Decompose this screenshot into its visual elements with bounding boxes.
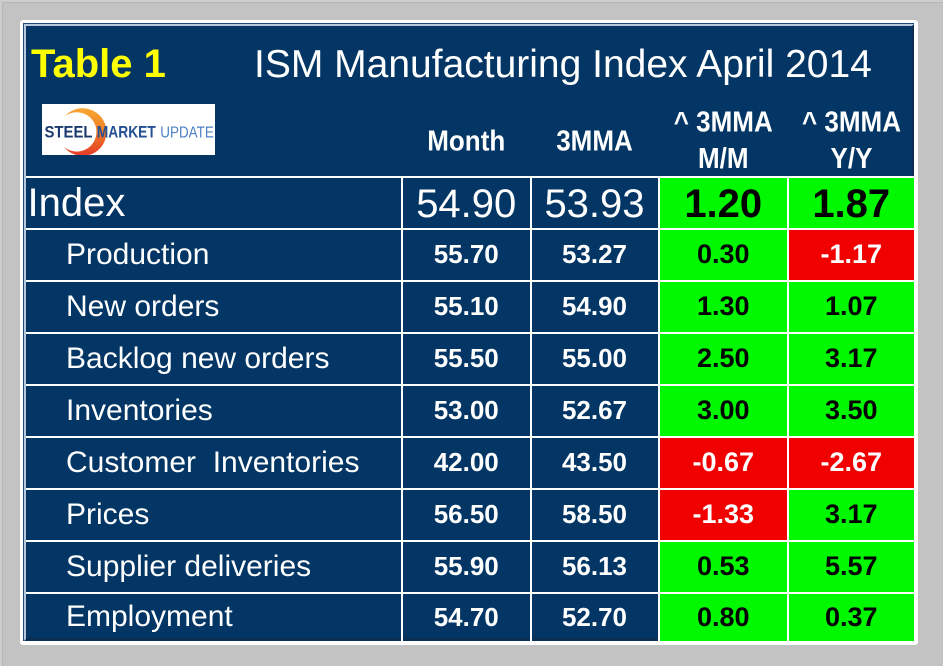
svg-text:MARKET: MARKET	[97, 123, 156, 141]
svg-text:UPDATE: UPDATE	[160, 124, 214, 141]
svg-text:STEEL: STEEL	[45, 123, 93, 141]
